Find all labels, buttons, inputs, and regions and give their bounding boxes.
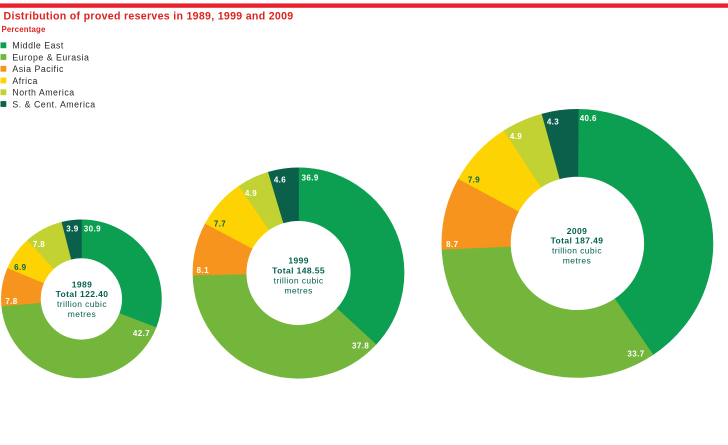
svg-text:6.9: 6.9 <box>14 263 26 272</box>
svg-text:metres: metres <box>284 285 312 295</box>
svg-text:1989: 1989 <box>72 280 93 290</box>
svg-text:42.7: 42.7 <box>133 329 150 338</box>
svg-text:Total 122.40: Total 122.40 <box>56 289 109 299</box>
svg-text:7.8: 7.8 <box>5 297 17 306</box>
svg-text:7.8: 7.8 <box>33 240 45 249</box>
svg-text:1999: 1999 <box>288 255 309 265</box>
svg-text:33.7: 33.7 <box>627 350 644 359</box>
svg-text:Total 148.55: Total 148.55 <box>272 265 325 275</box>
svg-text:7.9: 7.9 <box>468 176 480 185</box>
svg-text:3.9: 3.9 <box>66 225 78 234</box>
svg-text:trillion cubic: trillion cubic <box>274 276 324 286</box>
svg-text:Total 187.49: Total 187.49 <box>551 236 604 246</box>
svg-text:Asia Pacific: Asia Pacific <box>12 64 64 74</box>
svg-text:Europe & Eurasia: Europe & Eurasia <box>12 52 89 62</box>
svg-text:4.9: 4.9 <box>510 132 522 141</box>
svg-text:North America: North America <box>12 88 74 98</box>
svg-text:metres: metres <box>68 309 96 319</box>
svg-text:Africa: Africa <box>12 76 38 86</box>
svg-text:36.9: 36.9 <box>302 174 319 183</box>
svg-text:40.6: 40.6 <box>580 114 597 123</box>
svg-text:Percentage: Percentage <box>2 25 47 34</box>
svg-text:metres: metres <box>563 255 591 265</box>
svg-text:8.1: 8.1 <box>197 266 209 275</box>
svg-text:4.6: 4.6 <box>274 175 286 184</box>
svg-text:trillion cubic: trillion cubic <box>552 245 602 255</box>
svg-text:Distribution of proved reserve: Distribution of proved reserves in 1989,… <box>4 11 294 23</box>
svg-text:4.9: 4.9 <box>245 189 257 198</box>
svg-text:trillion cubic: trillion cubic <box>57 299 107 309</box>
svg-text:2009: 2009 <box>567 226 588 236</box>
svg-text:37.8: 37.8 <box>352 342 369 351</box>
svg-text:7.7: 7.7 <box>214 219 226 228</box>
svg-text:8.7: 8.7 <box>446 240 458 249</box>
svg-text:30.9: 30.9 <box>84 225 101 234</box>
svg-text:Middle East: Middle East <box>12 41 64 51</box>
svg-text:4.3: 4.3 <box>547 118 559 127</box>
svg-text:S. & Cent. America: S. & Cent. America <box>12 99 95 109</box>
